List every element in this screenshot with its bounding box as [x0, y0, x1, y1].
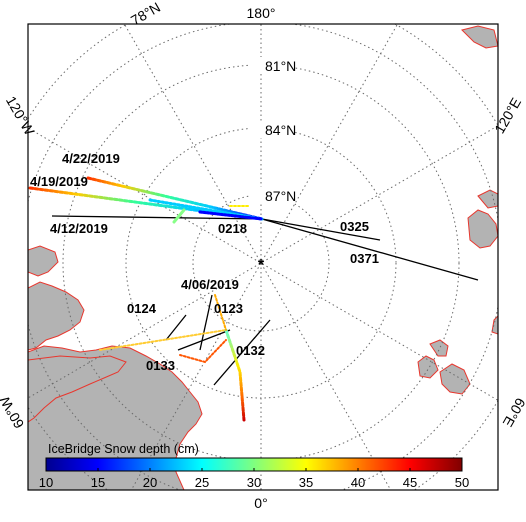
- colorbar-tick-label: 25: [195, 475, 209, 490]
- land-russia-east: [467, 209, 498, 249]
- track-id-0325: 0325: [340, 219, 369, 234]
- colorbar-ticks: 10 15 20 25 30 35 40 45 50: [39, 468, 469, 490]
- latitude-labels: 81°N 84°N 87°N: [249, 57, 296, 204]
- colorbar-tick-label: 35: [299, 475, 313, 490]
- meridian-120w-60e: [28, 127, 498, 401]
- lat-87-label: 87°N: [265, 188, 296, 204]
- date-label-4-06: 4/06/2019: [181, 277, 239, 292]
- colorbar-tick-label: 50: [455, 475, 469, 490]
- land-canada: [28, 281, 85, 351]
- land-russia-ne: [477, 189, 498, 209]
- snow-track-4-22: [86, 176, 264, 221]
- track-id-labels: 0218 0325 0371 0124 0123 0133 0132: [127, 219, 379, 373]
- north-pole-marker: *: [258, 257, 265, 274]
- track-line-0132: [213, 319, 271, 386]
- date-label-4-19: 4/19/2019: [30, 174, 88, 189]
- land-franz-josef: [439, 363, 471, 395]
- track-id-0123: 0123: [214, 301, 243, 316]
- snow-track-greenland-coast: [99, 329, 227, 351]
- lat-84-label: 84°N: [265, 122, 296, 138]
- lon-0-label: 0°: [254, 495, 267, 511]
- track-line-0371: [261, 218, 479, 281]
- snow-track-dark-blue: [198, 210, 264, 221]
- track-id-0124: 0124: [127, 301, 157, 316]
- colorbar-tick-label: 40: [351, 475, 365, 490]
- lon-180-label: 180°: [247, 5, 276, 21]
- colorbar-tick-label: 10: [39, 475, 53, 490]
- land-greenland-west: [28, 245, 59, 277]
- lon-60w-label: 60°W: [0, 393, 27, 431]
- track-line-0325: [261, 218, 381, 241]
- track-line-0124: [165, 314, 187, 341]
- track-id-0371: 0371: [350, 251, 379, 266]
- meridian-150w-30e: [123, 24, 392, 490]
- track-line-0133: [177, 329, 231, 351]
- land-siberia-top: [461, 25, 498, 49]
- lon-60e-label: 60°E: [500, 395, 526, 429]
- land-small-island: [491, 315, 498, 335]
- snow-track-green: [172, 208, 186, 224]
- track-line-4-12: [51, 215, 263, 220]
- map-frame: [27, 23, 499, 491]
- lat-81-label: 81°N: [265, 58, 296, 74]
- colorbar-tick-label: 30: [247, 475, 261, 490]
- snow-track-4-06-south: [224, 328, 246, 422]
- colorbar-tick-label: 45: [403, 475, 417, 490]
- land-svalbard-small: [417, 355, 439, 379]
- date-label-4-22: 4/22/2019: [62, 151, 120, 166]
- lon-120w-label: 120°W: [3, 93, 38, 138]
- snow-depth-tracks: [28, 176, 264, 422]
- colorbar: IceBridge Snow depth (cm) 10 15 20 25 30 35 40…: [39, 442, 469, 490]
- lon-120e-label: 120°E: [491, 95, 524, 136]
- meridian-150e-30w: [130, 24, 399, 490]
- snow-track-0133: [179, 339, 227, 364]
- date-label-4-12: 4/12/2019: [50, 221, 108, 236]
- colorbar-title: IceBridge Snow depth (cm): [48, 442, 199, 456]
- meridian-60w-120e: [28, 125, 498, 399]
- track-line-4-06: [199, 294, 213, 351]
- flight-date-labels: 4/22/2019 4/19/2019 4/12/2019 4/06/2019: [30, 151, 239, 292]
- colorbar-tick-label: 20: [143, 475, 157, 490]
- track-id-0132: 0132: [236, 343, 265, 358]
- land-svalbard-a: [429, 339, 449, 357]
- land-ellesmere-coast: [28, 355, 127, 423]
- track-id-0218: 0218: [218, 221, 247, 236]
- colorbar-tick-label: 15: [91, 475, 105, 490]
- land-masses: [28, 25, 498, 490]
- snow-track-0123: [214, 294, 227, 331]
- track-id-0133: 0133: [146, 358, 175, 373]
